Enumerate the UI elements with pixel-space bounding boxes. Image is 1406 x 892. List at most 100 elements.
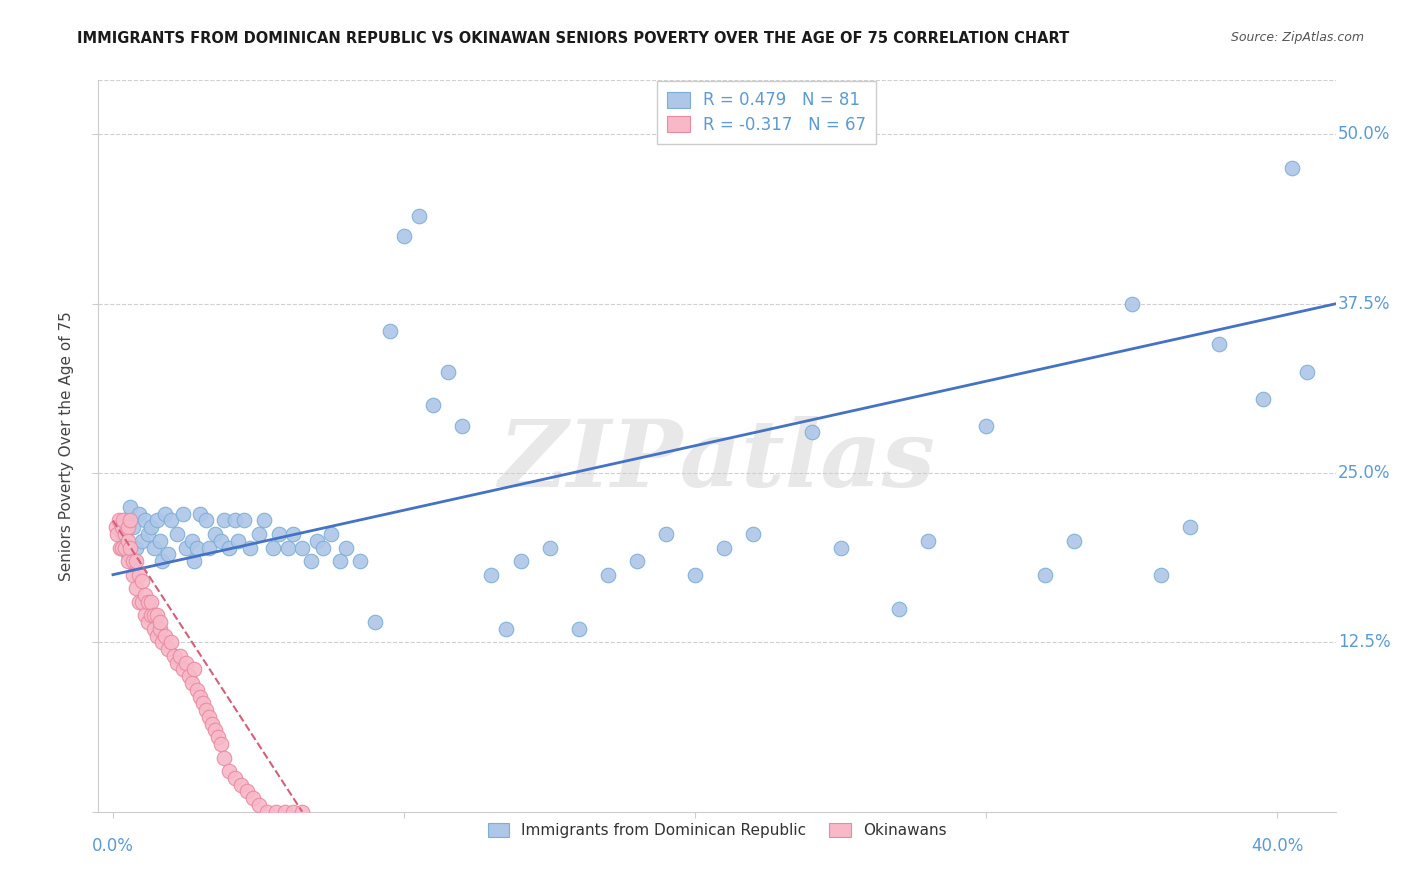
Point (193, 697, 215, 711)
Point (1063, 533, 1085, 548)
Point (134, 588, 156, 602)
Point (139, 520, 162, 534)
Point (917, 533, 939, 548)
Point (1150, 567, 1173, 582)
Point (742, 527, 765, 541)
Point (114, 541, 136, 555)
Point (329, 554, 352, 568)
Point (364, 615, 387, 629)
Point (169, 648, 191, 663)
Point (1178, 520, 1201, 534)
Point (267, 527, 290, 541)
Point (110, 541, 132, 555)
Point (451, 418, 474, 433)
Point (713, 541, 735, 555)
Point (291, 805, 314, 819)
Point (104, 520, 127, 534)
Point (177, 669, 200, 683)
Point (212, 514, 235, 528)
Point (172, 507, 194, 521)
Point (274, 805, 297, 819)
Point (283, 527, 305, 541)
Point (253, 514, 276, 528)
Point (209, 533, 232, 548)
Point (291, 541, 314, 555)
Point (207, 730, 229, 744)
Point (157, 547, 180, 561)
Point (887, 601, 910, 615)
Text: 12.5%: 12.5% (1339, 633, 1391, 651)
Point (198, 710, 221, 724)
Point (122, 554, 145, 568)
Point (148, 622, 170, 636)
Point (256, 805, 278, 819)
Point (242, 791, 264, 805)
Point (166, 656, 188, 670)
Point (1281, 161, 1303, 176)
Point (1121, 297, 1143, 311)
Point (122, 567, 145, 582)
Point (128, 595, 150, 609)
Point (131, 533, 153, 548)
Point (378, 324, 401, 338)
Point (186, 541, 208, 555)
Point (236, 784, 259, 798)
Point (142, 541, 165, 555)
Point (125, 541, 148, 555)
Point (195, 703, 218, 717)
Point (626, 554, 648, 568)
Point (148, 533, 170, 548)
Point (1208, 337, 1230, 351)
Point (142, 608, 165, 623)
Point (125, 554, 148, 568)
Point (136, 615, 159, 629)
Point (145, 629, 167, 643)
Point (145, 608, 167, 623)
Point (160, 635, 183, 649)
Point (188, 507, 211, 521)
Point (128, 507, 150, 521)
Point (139, 608, 162, 623)
Point (114, 514, 136, 528)
Point (299, 554, 322, 568)
Point (349, 554, 371, 568)
Point (131, 574, 153, 589)
Point (509, 554, 531, 568)
Point (117, 554, 139, 568)
Point (976, 418, 998, 433)
Point (183, 554, 205, 568)
Point (264, 805, 287, 819)
Point (105, 527, 128, 541)
Point (136, 527, 159, 541)
Point (111, 520, 134, 534)
Point (107, 514, 129, 528)
Point (142, 622, 165, 636)
Point (538, 541, 561, 555)
Point (422, 398, 444, 412)
Point (262, 541, 284, 555)
Point (134, 608, 156, 623)
Point (125, 581, 148, 595)
Point (335, 541, 357, 555)
Point (233, 514, 256, 528)
Point (201, 716, 224, 731)
Point (152, 554, 174, 568)
Point (195, 514, 218, 528)
Point (188, 690, 211, 704)
Y-axis label: Seniors Poverty Over the Age of 75: Seniors Poverty Over the Age of 75 (59, 311, 75, 581)
Point (174, 541, 197, 555)
Point (1033, 567, 1056, 582)
Text: Source: ZipAtlas.com: Source: ZipAtlas.com (1230, 31, 1364, 45)
Point (172, 663, 194, 677)
Point (224, 514, 246, 528)
Point (112, 514, 135, 528)
Point (204, 527, 226, 541)
Point (204, 723, 226, 738)
Point (174, 656, 197, 670)
Point (111, 527, 134, 541)
Text: 37.5%: 37.5% (1339, 294, 1391, 313)
Point (136, 595, 159, 609)
Point (152, 635, 174, 649)
Point (117, 533, 139, 548)
Point (495, 622, 517, 636)
